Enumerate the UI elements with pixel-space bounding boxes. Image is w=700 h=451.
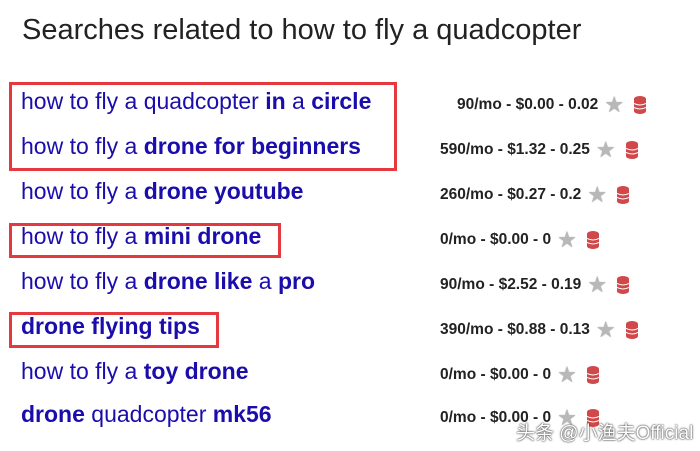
keyword-stats: 90/mo - $0.00 - 0.02 ★ — [457, 92, 647, 117]
related-search-link[interactable]: how to fly a mini drone — [21, 223, 261, 250]
star-icon[interactable]: ★ — [557, 405, 577, 430]
link-text-part: drone for beginners — [143, 133, 361, 159]
page-title: Searches related to how to fly a quadcop… — [22, 14, 582, 46]
related-search-row: how to fly a quadcopter in a circle 90/mo… — [0, 82, 700, 122]
star-icon[interactable]: ★ — [557, 362, 577, 387]
related-search-row: how to fly a drone youtube 260/mo - $0.27… — [0, 172, 700, 212]
link-text-part: quadcopter — [84, 401, 213, 427]
star-icon[interactable]: ★ — [595, 317, 616, 342]
related-search-row: how to fly a toy drone 0/mo - $0.00 - 0 ★ — [0, 352, 700, 392]
related-search-link[interactable]: how to fly a toy drone — [21, 358, 249, 385]
link-text-part: mk56 — [212, 401, 272, 427]
star-icon[interactable]: ★ — [604, 92, 625, 117]
database-icon[interactable] — [625, 321, 638, 339]
database-icon[interactable] — [586, 366, 599, 384]
database-icon[interactable] — [586, 231, 599, 249]
link-text-part: how to fly a — [21, 268, 144, 294]
related-search-row: how to fly a drone like a pro 90/mo - $2.… — [0, 262, 700, 302]
star-icon[interactable]: ★ — [595, 137, 616, 162]
star-icon[interactable]: ★ — [587, 272, 608, 297]
watermark: 头条 @小渔夫Official — [516, 423, 694, 444]
keyword-stats: 590/mo - $1.32 - 0.25 ★ — [440, 139, 638, 161]
related-search-row: drone flying tips 390/mo - $0.88 - 0.13 ★ — [0, 307, 700, 347]
keyword-stats: 0/mo - $0.00 - 0 ★ — [440, 364, 599, 386]
link-text-part: toy drone — [143, 358, 249, 384]
related-search-link[interactable]: how to fly a quadcopter in a circle — [21, 88, 371, 115]
link-text-part: how to fly a — [21, 178, 144, 204]
star-icon[interactable]: ★ — [557, 227, 577, 252]
database-icon[interactable] — [586, 409, 599, 427]
database-icon[interactable] — [625, 141, 638, 159]
stats-text: 90/mo - $2.52 - 0.19 — [440, 276, 582, 293]
link-text-part: how to fly a — [21, 358, 144, 384]
stats-text: 0/mo - $0.00 - 0 — [440, 409, 552, 426]
link-text-part: drone flying tips — [21, 313, 200, 339]
link-text-part: drone — [21, 401, 85, 427]
link-text-part: how to fly a — [21, 133, 144, 159]
keyword-stats: 260/mo - $0.27 - 0.2 ★ — [440, 182, 630, 207]
link-text-part: how to fly a — [21, 223, 144, 249]
link-text-part: drone youtube — [143, 178, 304, 204]
database-icon[interactable] — [617, 186, 630, 204]
keyword-stats: 390/mo - $0.88 - 0.13 ★ — [440, 319, 638, 341]
link-text-part: pro — [277, 268, 316, 294]
stats-text: 0/mo - $0.00 - 0 — [440, 231, 552, 248]
stats-text: 590/mo - $1.32 - 0.25 — [440, 141, 590, 158]
link-text-part: mini drone — [143, 223, 262, 249]
link-text-part: in — [265, 88, 286, 114]
keyword-stats: 0/mo - $0.00 - 0 ★ — [440, 229, 599, 251]
related-search-row: how to fly a mini drone 0/mo - $0.00 - 0 ★ — [0, 217, 700, 257]
stats-text: 0/mo - $0.00 - 0 — [440, 366, 552, 383]
link-text-part: how to fly a quadcopter — [21, 88, 266, 114]
related-search-row: how to fly a drone for beginners 590/mo -… — [0, 127, 700, 167]
database-icon[interactable] — [617, 276, 630, 294]
related-search-link[interactable]: how to fly a drone youtube — [21, 178, 303, 205]
related-search-link[interactable]: how to fly a drone for beginners — [21, 133, 361, 160]
keyword-stats: 0/mo - $0.00 - 0 ★ — [440, 407, 599, 429]
keyword-stats: 90/mo - $2.52 - 0.19 ★ — [440, 272, 630, 297]
database-icon[interactable] — [634, 96, 647, 114]
stats-text: 390/mo - $0.88 - 0.13 — [440, 321, 590, 338]
related-search-link[interactable]: drone quadcopter mk56 — [21, 401, 272, 428]
related-search-link[interactable]: how to fly a drone like a pro — [21, 268, 315, 295]
link-text-part: drone like — [143, 268, 253, 294]
link-text-part: a — [285, 88, 312, 114]
related-search-link[interactable]: drone flying tips — [21, 313, 200, 340]
related-search-row: drone quadcopter mk56 0/mo - $0.00 - 0 ★ — [0, 395, 700, 435]
link-text-part: circle — [311, 88, 372, 114]
stats-text: 90/mo - $0.00 - 0.02 — [457, 96, 599, 113]
stats-text: 260/mo - $0.27 - 0.2 — [440, 186, 582, 203]
link-text-part: a — [252, 268, 278, 294]
star-icon[interactable]: ★ — [587, 182, 608, 207]
